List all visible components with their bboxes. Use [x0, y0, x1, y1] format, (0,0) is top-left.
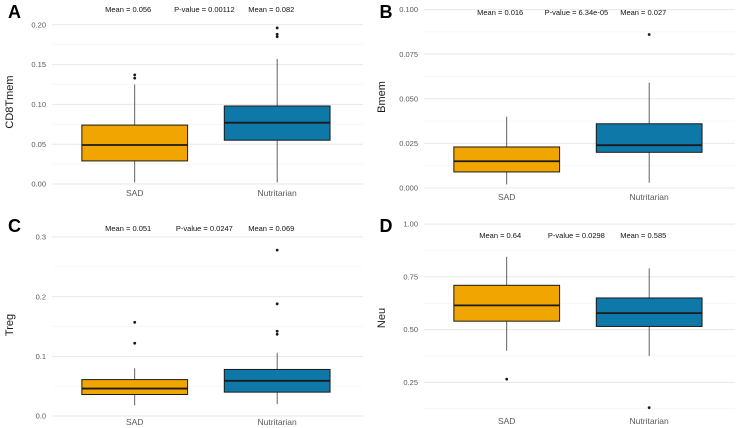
svg-text:Mean = 0.016: Mean = 0.016 — [477, 8, 523, 17]
svg-text:Mean = 0.069: Mean = 0.069 — [248, 224, 294, 233]
svg-text:P-value = 0.00112: P-value = 0.00112 — [174, 5, 235, 14]
panel-a-label: A — [8, 2, 21, 22]
panel-d-neu: D 0.25 0.50 0.75 1.00 Mean = 0.64 P-value = 0… — [372, 214, 743, 428]
svg-text:0.75: 0.75 — [403, 272, 418, 281]
svg-text:CD8Tmem: CD8Tmem — [4, 75, 16, 128]
svg-text:0.075: 0.075 — [399, 50, 418, 59]
svg-text:0.20: 0.20 — [31, 20, 46, 29]
svg-text:0.05: 0.05 — [31, 140, 46, 149]
svg-text:P-value = 0.0298: P-value = 0.0298 — [547, 231, 604, 240]
svg-text:Nutritarian: Nutritarian — [258, 417, 297, 427]
svg-text:SAD: SAD — [126, 188, 143, 198]
panel-c-boxplot-svg: 0.0 0.1 0.2 0.3 Mean = 0.051 P-value = 0.0247… — [4, 224, 363, 427]
svg-text:0.10: 0.10 — [31, 100, 46, 109]
svg-text:Mean = 0.64: Mean = 0.64 — [479, 231, 521, 240]
svg-text:Nutritarian: Nutritarian — [258, 188, 297, 198]
svg-text:0.3: 0.3 — [36, 233, 46, 242]
svg-text:Neu: Neu — [376, 308, 388, 328]
panel-d-label: D — [379, 216, 393, 236]
svg-text:Mean = 0.082: Mean = 0.082 — [248, 5, 294, 14]
svg-text:0.0: 0.0 — [36, 412, 46, 421]
svg-text:Mean = 0.051: Mean = 0.051 — [105, 224, 151, 233]
panel-b-label: B — [379, 2, 393, 22]
panel-a-boxplot-svg: 0.00 0.05 0.10 0.15 0.20 Mean = 0.056 P-value … — [4, 5, 363, 198]
svg-text:SAD: SAD — [497, 416, 514, 426]
svg-text:0.025: 0.025 — [399, 139, 418, 148]
panel-c-label: C — [8, 216, 21, 236]
svg-text:Mean = 0.056: Mean = 0.056 — [105, 5, 151, 14]
svg-text:0.2: 0.2 — [36, 292, 46, 301]
svg-text:0.100: 0.100 — [399, 5, 418, 14]
svg-text:Nutritarian: Nutritarian — [629, 192, 668, 202]
svg-text:Bmem: Bmem — [376, 81, 388, 113]
panel-b-boxplot-svg: 0.000 0.025 0.050 0.075 0.100 Mean = 0.016 P-v… — [376, 5, 735, 202]
svg-text:P-value = 0.0247: P-value = 0.0247 — [176, 224, 233, 233]
panel-d-boxplot-svg: 0.25 0.50 0.75 1.00 Mean = 0.64 P-value = 0.0… — [376, 220, 735, 426]
svg-text:Mean = 0.027: Mean = 0.027 — [620, 8, 666, 17]
svg-text:0.00: 0.00 — [31, 180, 46, 189]
svg-text:0.050: 0.050 — [399, 94, 418, 103]
svg-text:0.1: 0.1 — [36, 352, 46, 361]
svg-text:Mean = 0.585: Mean = 0.585 — [620, 231, 666, 240]
svg-text:0.15: 0.15 — [31, 60, 46, 69]
svg-text:Treg: Treg — [4, 314, 16, 336]
panel-c-treg: C 0.0 0.1 0.2 0.3 Mean = 0.051 P-value = 0.02… — [0, 214, 372, 428]
svg-text:SAD: SAD — [126, 417, 143, 427]
svg-text:0.50: 0.50 — [403, 325, 418, 334]
svg-text:1.00: 1.00 — [403, 220, 418, 229]
panel-a-cd8tmem: A 0.00 0.05 0.10 0.15 0.20 Mean = 0.056 P-valu… — [0, 0, 372, 214]
svg-text:SAD: SAD — [497, 192, 514, 202]
panel-b-bmem: B 0.000 0.025 0.050 0.075 0.100 Mean = 0.016 P… — [372, 0, 743, 214]
svg-text:0.25: 0.25 — [403, 378, 418, 387]
svg-text:Nutritarian: Nutritarian — [629, 416, 668, 426]
svg-text:0.000: 0.000 — [399, 184, 418, 193]
svg-text:P-value = 6.34e-05: P-value = 6.34e-05 — [544, 8, 608, 17]
